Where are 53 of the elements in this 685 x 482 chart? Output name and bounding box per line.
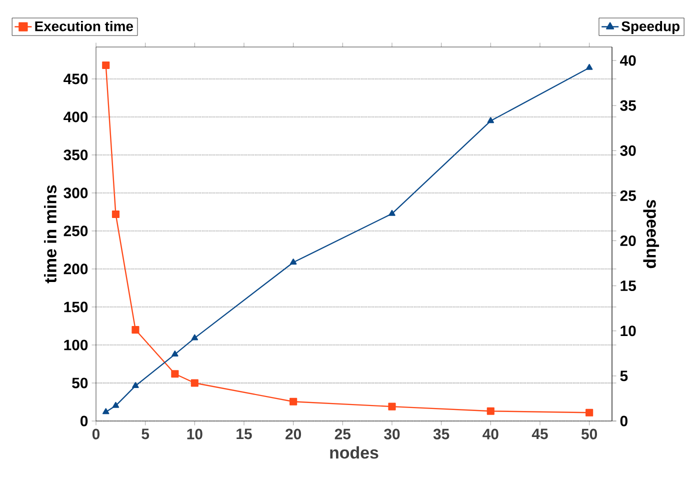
point (132, 326, 140, 334)
point (487, 117, 494, 124)
y2-tick-label: 0 (620, 416, 628, 426)
y-tick-label: 350 (64, 150, 88, 160)
y2-tick-label: 40 (620, 55, 636, 66)
point (486, 407, 494, 415)
x-tick-label: 10 (187, 428, 202, 440)
point (112, 210, 120, 218)
point (171, 370, 179, 378)
y-tick-label: 50 (72, 378, 88, 388)
point (586, 64, 593, 70)
x-tick-label: 35 (433, 428, 450, 440)
x-tick-label: 50 (581, 428, 597, 440)
legend-label: Speedup (622, 20, 680, 34)
y-tick-label: 150 (64, 302, 88, 312)
y-tick-label: 200 (64, 264, 88, 274)
point (172, 350, 178, 356)
point (586, 408, 594, 416)
y2-tick-label: 5 (620, 370, 628, 382)
y-tick-label: 400 (64, 112, 88, 122)
point (191, 334, 198, 340)
point (388, 402, 396, 410)
y2-tick-label: 35 (620, 100, 636, 111)
legend-label: Execution time (35, 20, 134, 32)
y-tick-label: 450 (64, 74, 88, 84)
point (290, 398, 298, 406)
x-tick-label: 5 (142, 428, 150, 440)
y-axis-title: time in mins (44, 185, 56, 284)
x-tick-label: 15 (236, 428, 252, 440)
x-axis-title: nodes (330, 446, 378, 459)
point (190, 379, 198, 387)
y2-axis-title: speedup (643, 200, 660, 268)
point (132, 382, 139, 388)
point (102, 61, 110, 70)
x-tick-label: 40 (482, 428, 498, 440)
point (102, 408, 110, 414)
y-tick-label: 250 (64, 226, 88, 236)
point (290, 258, 297, 265)
x-tick-label: 45 (532, 428, 548, 440)
x-tick-label: 0 (92, 428, 100, 440)
y-tick-label: 0 (80, 416, 88, 426)
y2-tick-label: 15 (620, 280, 636, 292)
y-tick-label: 300 (64, 188, 88, 198)
point (388, 210, 396, 216)
x-tick-label: 20 (286, 428, 302, 440)
y2-tick-label: 20 (620, 235, 636, 246)
x-tick-label: 25 (334, 428, 351, 440)
y2-tick-label: 30 (620, 145, 636, 156)
point (112, 402, 120, 408)
y2-tick-label: 10 (620, 326, 636, 336)
y-tick-label: 100 (64, 340, 88, 350)
y2-tick-label: 25 (620, 190, 636, 201)
x-tick-label: 30 (384, 428, 400, 440)
